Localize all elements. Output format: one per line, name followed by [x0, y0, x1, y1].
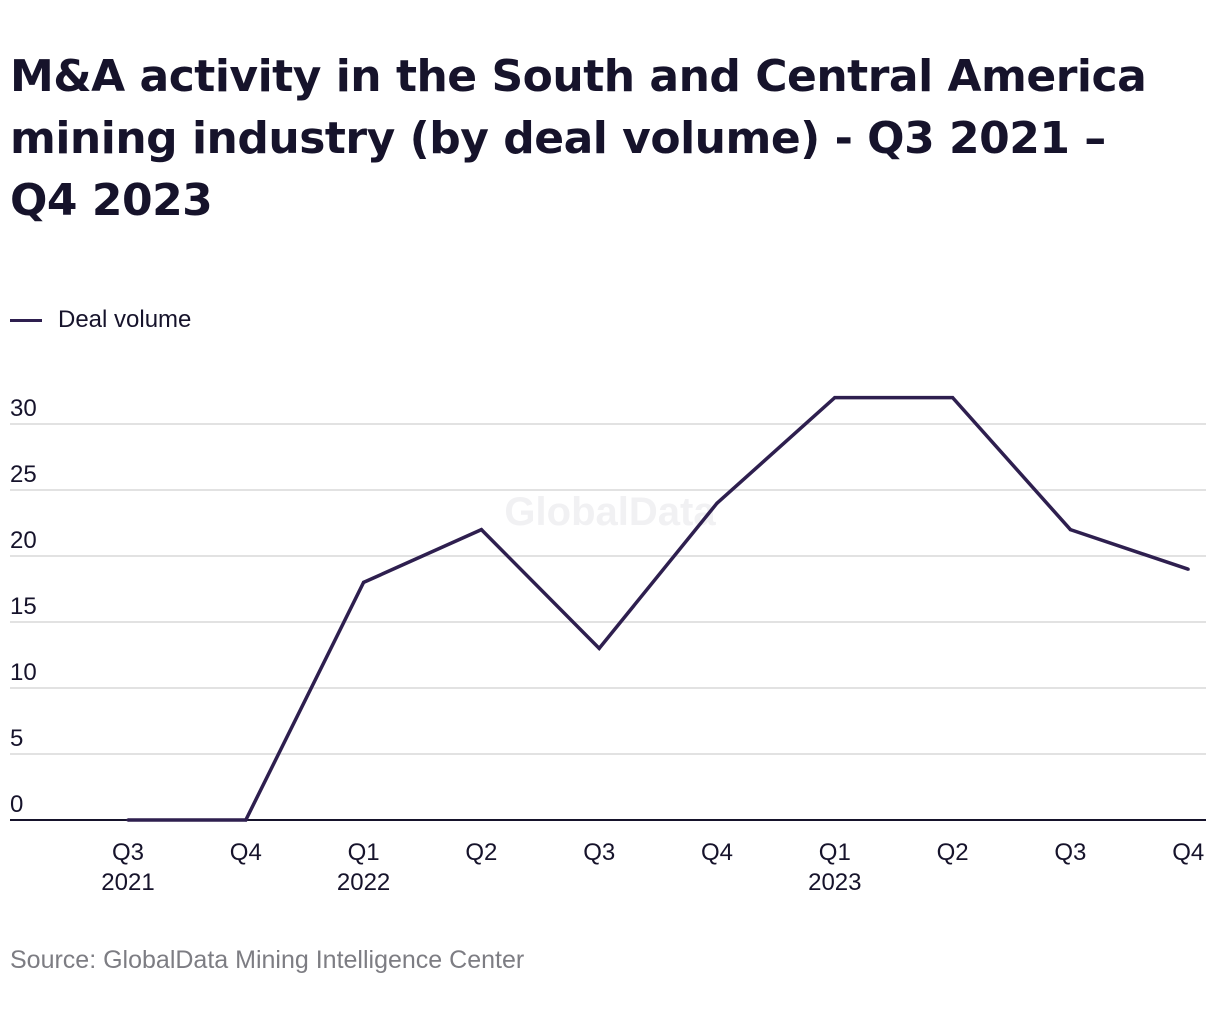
data-point — [833, 396, 837, 400]
x-tick-label: Q4 — [230, 839, 262, 866]
y-tick-label: 20 — [10, 527, 37, 554]
watermark: GlobalData — [504, 490, 716, 534]
chart-title: M&A activity in the South and Central Am… — [10, 51, 1147, 226]
data-point — [362, 580, 366, 584]
x-tick-label: Q4 — [701, 839, 733, 866]
x-tick-label: Q1 — [819, 839, 851, 866]
source-note: Source: GlobalData Mining Intelligence C… — [10, 946, 525, 974]
data-point — [244, 818, 248, 822]
x-tick-label: Q3 — [1054, 839, 1086, 866]
x-tick-year-label: 2023 — [808, 869, 861, 896]
y-tick-label: 25 — [10, 461, 37, 488]
data-point — [126, 818, 130, 822]
data-point — [1186, 567, 1190, 571]
gridlines — [10, 423, 1206, 755]
data-point — [951, 396, 955, 400]
y-tick-label: 5 — [10, 725, 23, 752]
data-point — [715, 501, 719, 505]
data-point — [479, 528, 483, 532]
x-tick-label: Q2 — [465, 839, 497, 866]
legend-swatch — [10, 318, 42, 322]
y-tick-label: 15 — [10, 593, 37, 620]
x-tick-label: Q4 — [1172, 839, 1204, 866]
x-tick-label: Q1 — [348, 839, 380, 866]
x-tick-label: Q2 — [937, 839, 969, 866]
x-tick-year-label: 2021 — [101, 869, 154, 896]
series-line-deal-volume — [128, 395, 1189, 822]
y-axis-ticks: 0 5 10 15 20 25 30 — [10, 395, 37, 818]
y-tick-label: 10 — [10, 659, 37, 686]
x-axis-ticks: Q3 2021 Q4 Q1 2022 Q2 Q3 Q4 Q1 2023 Q2 Q3 Q4 — [101, 839, 1204, 896]
x-tick-label: Q3 — [583, 839, 615, 866]
x-tick-label: Q3 — [112, 839, 144, 866]
y-tick-label: 0 — [10, 791, 23, 818]
x-tick-year-label: 2022 — [337, 869, 390, 896]
data-point — [597, 646, 601, 650]
legend-label: Deal volume — [58, 306, 192, 333]
legend: Deal volume — [10, 306, 191, 334]
line-chart: GlobalData 0 5 10 15 20 25 30 Q3 2021 Q4 Q1 2022 Q2… — [10, 395, 1206, 896]
y-tick-label: 30 — [10, 395, 37, 422]
data-point — [1068, 528, 1072, 532]
series — [126, 395, 1190, 822]
